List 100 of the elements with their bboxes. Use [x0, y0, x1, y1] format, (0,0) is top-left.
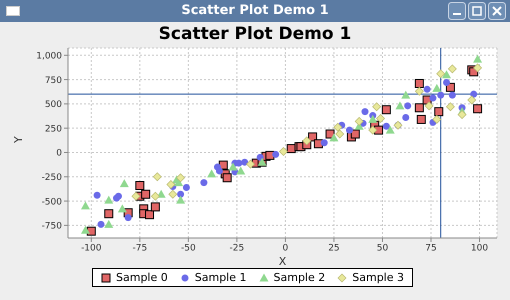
x-tick-label: -100 — [81, 243, 102, 254]
point — [458, 110, 466, 119]
point — [150, 202, 160, 212]
x-tick-label: -50 — [181, 243, 196, 254]
point — [279, 147, 288, 156]
point — [177, 190, 184, 198]
point — [414, 78, 424, 88]
point — [320, 139, 328, 146]
point — [228, 162, 238, 171]
point — [166, 180, 176, 189]
point — [152, 172, 162, 182]
point — [168, 190, 178, 199]
point — [86, 226, 96, 236]
y-tick-label: 750 — [44, 76, 62, 86]
point — [80, 226, 90, 234]
point — [416, 114, 426, 124]
point — [354, 117, 364, 126]
point — [98, 220, 104, 228]
point — [368, 114, 378, 123]
point — [448, 92, 456, 99]
point — [402, 114, 410, 121]
point — [335, 130, 344, 138]
point — [118, 204, 127, 212]
point — [151, 192, 160, 201]
x-tick-label: -25 — [230, 243, 244, 254]
x-tick-label: 100 — [470, 243, 488, 254]
point — [362, 108, 368, 116]
y-tick-label: -500 — [42, 197, 62, 208]
point — [442, 70, 452, 78]
point — [448, 64, 457, 74]
point — [414, 103, 424, 112]
point — [176, 173, 185, 182]
point — [333, 122, 342, 132]
chart-title: Scatter Plot Demo 1 — [158, 24, 352, 44]
point — [424, 101, 434, 110]
y-axis-title: Y — [12, 136, 25, 144]
point — [94, 192, 101, 199]
x-tick-label: 25 — [328, 243, 340, 254]
point — [434, 107, 444, 116]
point — [145, 210, 154, 220]
point — [395, 101, 404, 110]
point — [302, 136, 312, 146]
text: Scatter Plot Demo 1 — [180, 3, 330, 18]
y-tick-label: 0 — [56, 148, 62, 159]
point — [470, 90, 478, 98]
point — [376, 114, 385, 123]
legend-label: Sample 1 — [194, 271, 246, 284]
point — [446, 102, 455, 112]
legend-label: Sample 0 — [116, 271, 168, 284]
point — [382, 105, 391, 114]
x-tick-label: 50 — [376, 243, 388, 254]
point — [401, 90, 410, 99]
point — [467, 96, 476, 104]
point — [404, 102, 412, 110]
point — [437, 92, 444, 99]
point — [236, 166, 246, 174]
point — [132, 192, 140, 201]
legend-label: Sample 3 — [352, 271, 404, 284]
point — [104, 209, 114, 218]
point — [350, 130, 360, 139]
point — [216, 167, 223, 174]
point — [141, 190, 150, 199]
point — [120, 179, 129, 188]
y-tick-label: 500 — [44, 100, 62, 110]
point — [473, 54, 482, 63]
legend-label: Sample 2 — [274, 271, 326, 284]
point — [424, 86, 431, 93]
y-tick-label: -250 — [42, 172, 62, 183]
point — [382, 122, 390, 130]
point — [386, 126, 395, 134]
point — [329, 133, 338, 142]
y-tick-label: 1,000 — [36, 51, 62, 62]
x-tick-label: 0 — [282, 243, 289, 254]
point — [104, 196, 114, 204]
point — [443, 79, 450, 86]
point — [368, 126, 378, 134]
y-tick-label: 250 — [44, 124, 62, 134]
point — [104, 220, 114, 228]
point — [124, 214, 132, 222]
point — [80, 201, 90, 210]
x-tick-label: -75 — [132, 243, 148, 254]
point — [176, 196, 186, 204]
point — [346, 126, 353, 134]
point — [246, 160, 255, 168]
point — [182, 184, 190, 191]
point — [473, 64, 482, 72]
point — [429, 94, 436, 102]
point — [415, 86, 424, 96]
point — [473, 104, 482, 114]
point — [436, 69, 446, 78]
y-tick-label: -750 — [42, 222, 62, 232]
x-tick-label: 75 — [425, 243, 437, 254]
x-axis-title: X — [278, 255, 287, 268]
point — [372, 102, 381, 112]
point — [272, 150, 280, 158]
point — [135, 181, 144, 190]
point — [207, 169, 216, 178]
point — [286, 144, 296, 154]
point — [200, 179, 208, 186]
point — [432, 115, 442, 124]
